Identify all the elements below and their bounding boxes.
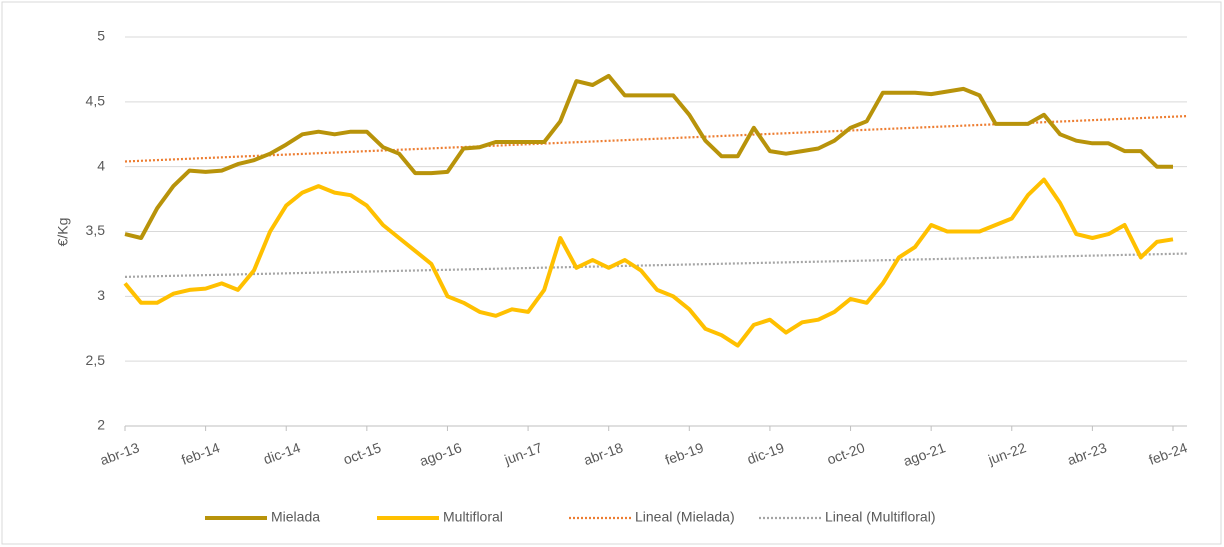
legend-label: Lineal (Mielada) xyxy=(635,509,735,525)
y-tick-label: 2 xyxy=(97,417,105,433)
legend-label: Lineal (Multifloral) xyxy=(825,509,935,525)
y-tick-label: 3 xyxy=(97,287,105,303)
y-tick-label: 3,5 xyxy=(86,222,106,238)
legend-label: Multifloral xyxy=(443,509,503,525)
trend-line xyxy=(124,252,1188,278)
y-tick-label: 4 xyxy=(97,157,105,173)
legend-label: Mielada xyxy=(271,509,320,525)
y-tick-label: 2,5 xyxy=(86,352,106,368)
series-line xyxy=(124,73,1173,240)
y-tick-label: 5 xyxy=(97,28,105,44)
y-tick-label: 4,5 xyxy=(86,93,106,109)
series-line xyxy=(123,177,1174,348)
y-axis-label: €/Kg xyxy=(55,218,71,247)
